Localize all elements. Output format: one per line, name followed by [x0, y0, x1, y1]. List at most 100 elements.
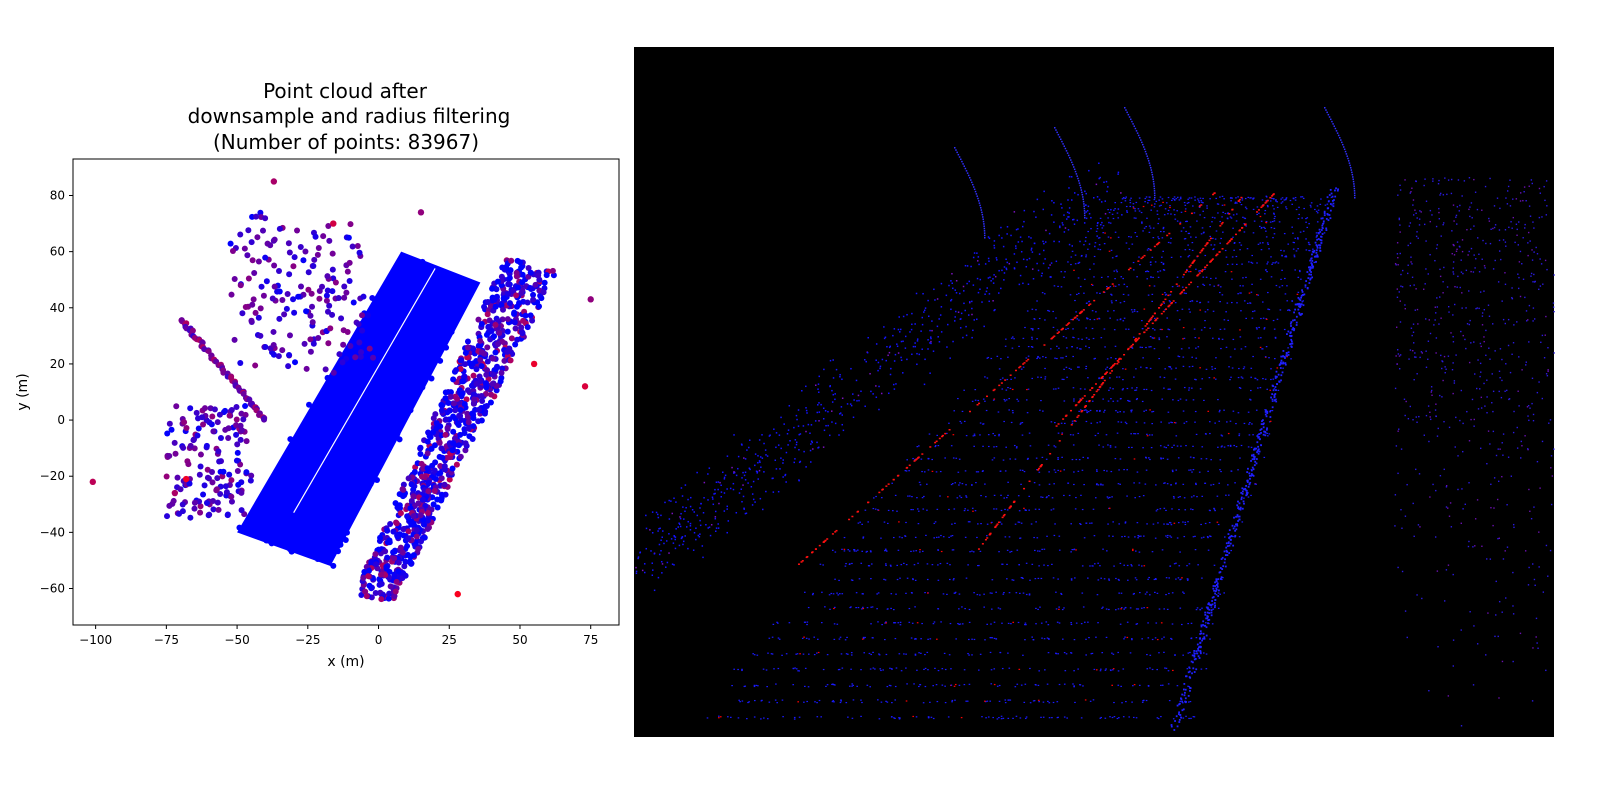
point-3d	[1173, 198, 1176, 201]
point-3d	[1111, 652, 1113, 654]
point-3d	[881, 358, 884, 361]
point	[249, 257, 256, 264]
point-3d	[1272, 319, 1275, 322]
point-3d	[1058, 683, 1061, 686]
y-tick-label: −20	[40, 469, 65, 483]
point-3d	[1118, 523, 1120, 525]
point-3d	[1161, 198, 1164, 200]
point	[447, 389, 454, 396]
point	[346, 259, 353, 266]
point-3d	[776, 702, 778, 704]
point-3d	[1104, 346, 1106, 348]
point-3d	[748, 446, 750, 449]
point-3d	[1070, 263, 1072, 266]
point-3d	[1140, 535, 1142, 537]
point-3d	[1093, 318, 1096, 321]
point-3d	[905, 470, 908, 472]
point-3d	[1217, 607, 1220, 609]
point-3d	[992, 300, 994, 302]
point-3d	[1260, 226, 1263, 229]
point-3d	[1220, 347, 1222, 350]
point-3d	[1000, 494, 1002, 496]
point	[220, 468, 227, 475]
point-3d	[798, 461, 801, 464]
point	[348, 485, 355, 492]
point-3d	[1054, 523, 1056, 525]
point-3d	[1238, 536, 1241, 538]
point-3d	[808, 638, 810, 640]
point-3d	[1283, 199, 1286, 201]
point	[219, 473, 226, 480]
point-3d	[1280, 202, 1283, 204]
point-3d	[979, 550, 982, 552]
point	[385, 595, 392, 602]
point-3d	[870, 578, 872, 580]
point-3d	[1235, 220, 1238, 222]
point-3d	[1209, 432, 1211, 435]
point-3d	[1263, 328, 1266, 330]
point-3d	[950, 308, 952, 311]
point-3d	[1194, 421, 1196, 423]
point-3d	[1083, 244, 1085, 246]
point-3d	[951, 483, 954, 485]
chart-title-line-2: downsample and radius filtering	[188, 104, 511, 128]
point	[462, 440, 469, 447]
point-3d	[803, 591, 806, 593]
point-3d	[866, 550, 868, 553]
point-3d	[1179, 196, 1182, 198]
point	[448, 285, 455, 292]
point-3d	[950, 535, 952, 537]
point	[238, 427, 245, 434]
point-3d	[1237, 507, 1239, 510]
point-3d	[1166, 536, 1169, 538]
point	[517, 259, 524, 266]
point-3d	[993, 244, 995, 247]
point-3d	[762, 508, 764, 511]
point-3d	[916, 363, 918, 366]
point-3d	[762, 668, 765, 670]
point-3d	[1085, 236, 1087, 239]
point-3d	[1067, 327, 1069, 330]
point-3d	[968, 654, 970, 656]
point-3d	[931, 564, 934, 566]
point-3d	[793, 716, 796, 719]
point-3d	[1148, 199, 1151, 201]
point-3d	[1007, 386, 1009, 389]
point-3d	[1097, 484, 1100, 486]
point	[203, 442, 210, 449]
point	[355, 321, 362, 328]
point-3d	[1152, 227, 1155, 229]
point-3d	[982, 445, 984, 447]
point	[408, 297, 415, 304]
point	[462, 361, 469, 368]
point-3d	[1043, 293, 1046, 295]
point-3d	[1191, 241, 1194, 244]
point-3d	[1174, 378, 1177, 380]
point-3d	[1257, 387, 1259, 389]
point-3d	[861, 701, 863, 704]
point-3d	[1280, 249, 1282, 252]
point-3d	[1017, 621, 1020, 624]
point	[371, 423, 378, 430]
point-3d	[796, 653, 799, 655]
point	[484, 367, 491, 374]
point-3d	[658, 543, 661, 546]
point-3d	[1005, 258, 1007, 261]
point	[314, 251, 321, 258]
point-3d	[1158, 205, 1161, 207]
point-3d	[776, 621, 778, 623]
point-3d	[1273, 217, 1276, 220]
point-3d	[1048, 717, 1051, 719]
point-3d	[897, 352, 900, 354]
point-3d	[1223, 204, 1226, 206]
point-3d	[931, 470, 934, 472]
point-3d	[1113, 715, 1116, 718]
point-3d	[1187, 256, 1190, 258]
point-3d	[1167, 683, 1170, 685]
point-3d	[1042, 262, 1045, 265]
point-3d	[883, 578, 885, 580]
point-3d	[1068, 216, 1070, 218]
point-3d	[1061, 456, 1063, 458]
point-3d	[898, 536, 901, 538]
point-3d	[1185, 421, 1188, 423]
